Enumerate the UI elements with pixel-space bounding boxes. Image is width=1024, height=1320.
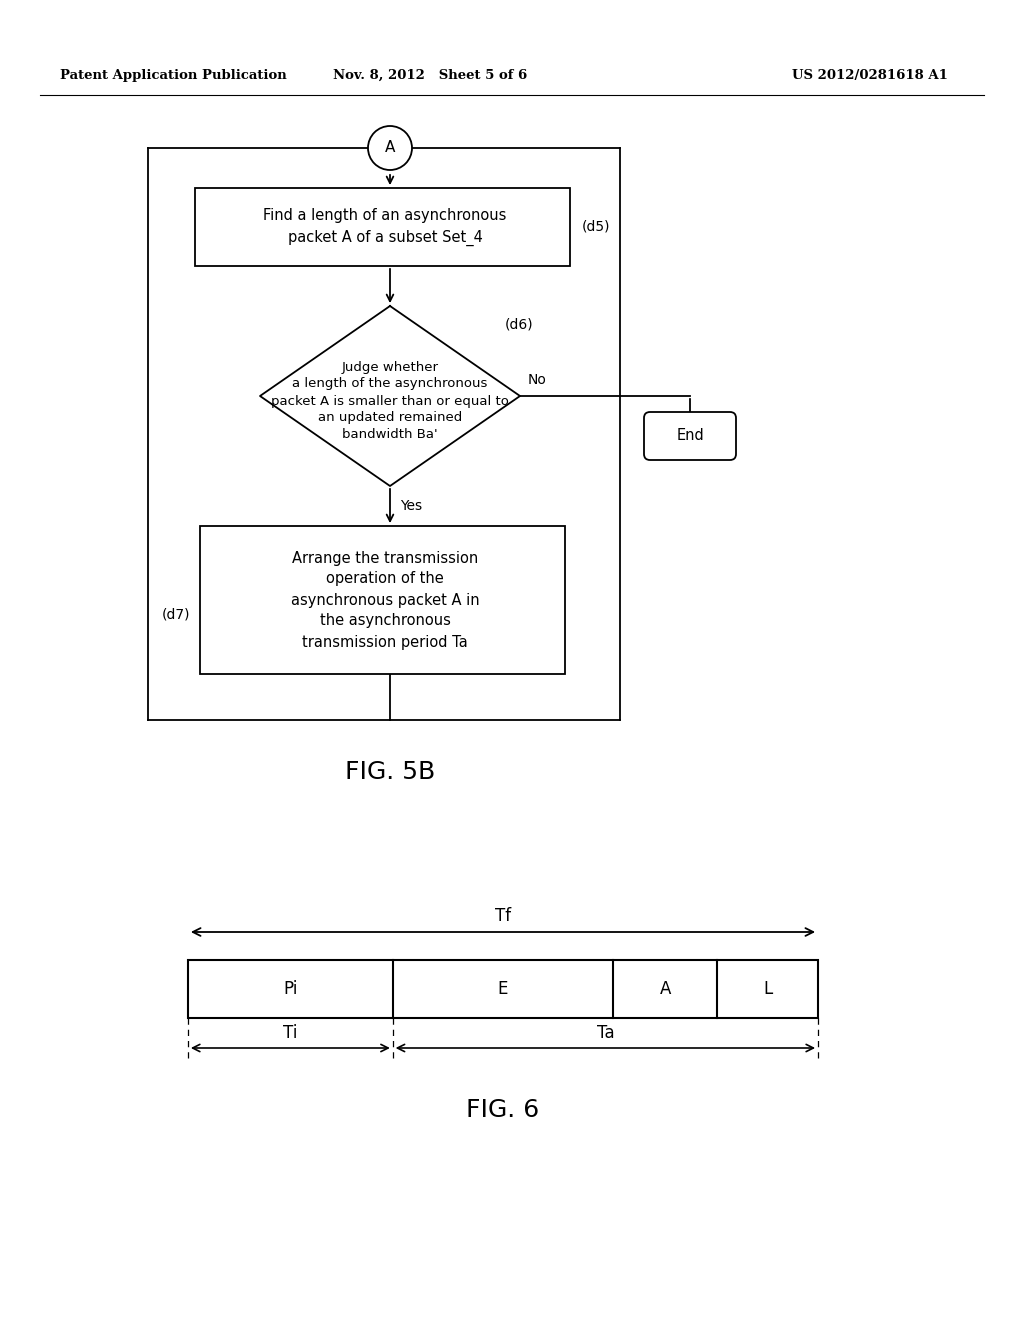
Text: Tf: Tf xyxy=(495,907,511,925)
Text: FIG. 5B: FIG. 5B xyxy=(345,760,435,784)
Text: (d5): (d5) xyxy=(582,220,610,234)
Text: Yes: Yes xyxy=(400,499,422,513)
Text: FIG. 6: FIG. 6 xyxy=(466,1098,540,1122)
Text: Patent Application Publication: Patent Application Publication xyxy=(60,69,287,82)
Circle shape xyxy=(368,125,412,170)
Text: L: L xyxy=(763,979,772,998)
Text: (d6): (d6) xyxy=(505,317,534,331)
Text: End: End xyxy=(676,429,703,444)
Text: US 2012/0281618 A1: US 2012/0281618 A1 xyxy=(792,69,948,82)
Text: A: A xyxy=(385,140,395,156)
Polygon shape xyxy=(260,306,520,486)
Text: Arrange the transmission
operation of the
asynchronous packet A in
the asynchron: Arrange the transmission operation of th… xyxy=(291,550,479,649)
Text: Ti: Ti xyxy=(284,1024,298,1041)
FancyBboxPatch shape xyxy=(188,960,818,1018)
Text: A: A xyxy=(659,979,671,998)
Text: (d7): (d7) xyxy=(162,609,190,622)
FancyBboxPatch shape xyxy=(200,525,565,675)
Text: Pi: Pi xyxy=(284,979,298,998)
Text: Nov. 8, 2012   Sheet 5 of 6: Nov. 8, 2012 Sheet 5 of 6 xyxy=(333,69,527,82)
FancyBboxPatch shape xyxy=(195,187,570,267)
Text: Judge whether
a length of the asynchronous
packet A is smaller than or equal to
: Judge whether a length of the asynchrono… xyxy=(271,360,509,441)
Text: Find a length of an asynchronous
packet A of a subset Set_4: Find a length of an asynchronous packet … xyxy=(263,209,507,246)
Text: No: No xyxy=(528,374,547,387)
Text: E: E xyxy=(498,979,508,998)
FancyBboxPatch shape xyxy=(644,412,736,459)
Text: Ta: Ta xyxy=(597,1024,614,1041)
